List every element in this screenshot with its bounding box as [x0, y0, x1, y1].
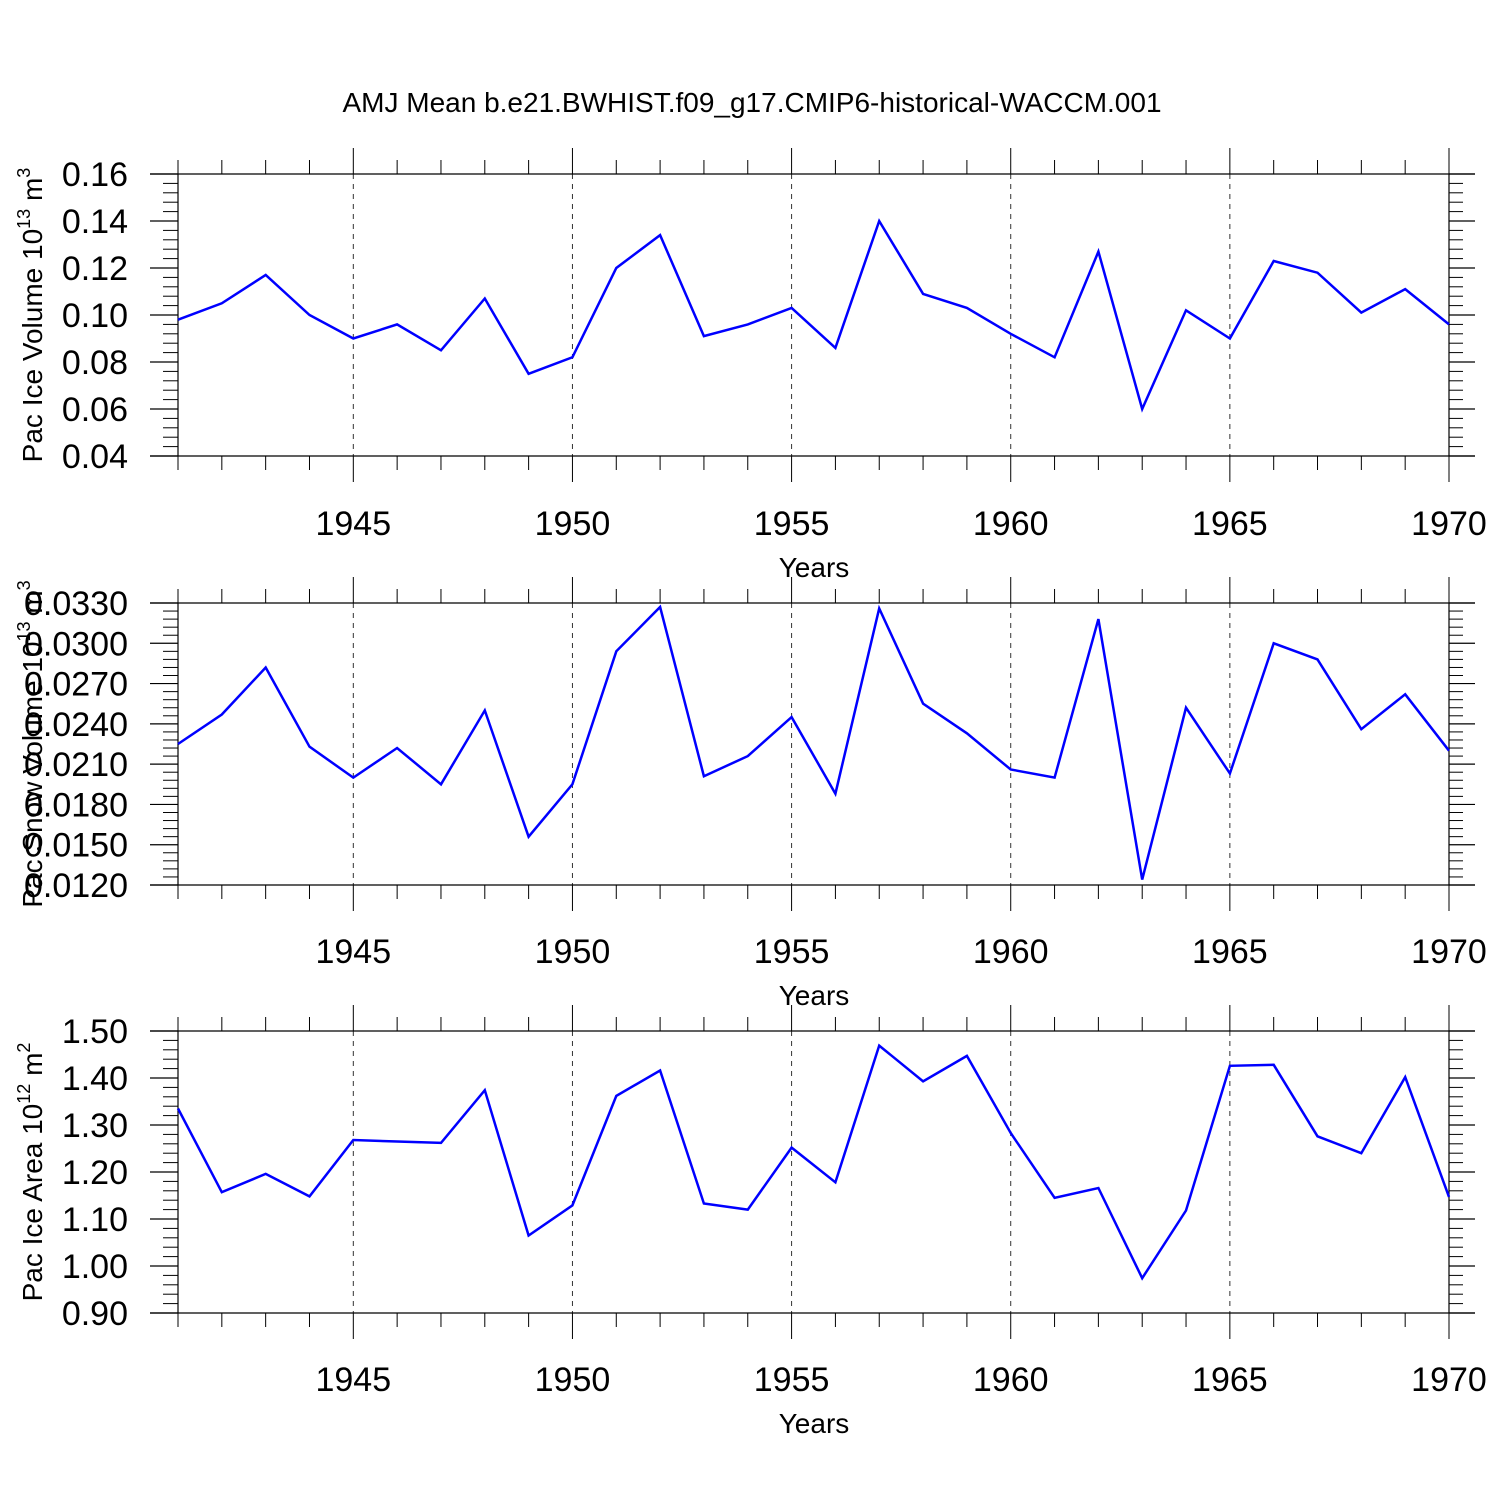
panel-1: 0.04 0.06 0.08 0.10 0.12 0.14 0.16 1945 1950 1955…	[14, 148, 1487, 583]
ytick-label: 0.0210	[24, 746, 128, 784]
series-line	[177, 218, 1450, 413]
y-axis-label-text: Pac Ice Volume 10	[17, 229, 48, 462]
y-axis-label-text: Pac Snow Volume 10	[17, 641, 48, 907]
y-axis-label-unit-exponent: 3	[14, 580, 34, 590]
ytick-label: 1.30	[62, 1107, 128, 1145]
series-line	[176, 1043, 1451, 1281]
ytick-label: 0.04	[62, 438, 128, 476]
xtick-label: 1960	[973, 933, 1049, 971]
ytick-label: 0.08	[62, 344, 128, 382]
ytick-label: 1.10	[62, 1201, 128, 1239]
xtick-label: 1970	[1411, 933, 1487, 971]
x-axis-label: Years	[779, 1408, 850, 1439]
xtick-label: 1960	[973, 1361, 1049, 1399]
xtick-label: 1965	[1192, 1361, 1268, 1399]
panel-2: 0.01200.01500.01800.02100.02400.02700.03…	[14, 577, 1487, 1011]
y-axis-label-unit: m	[17, 178, 48, 209]
chart-title: AMJ Mean b.e21.BWHIST.f09_g17.CMIP6-hist…	[342, 87, 1161, 118]
xtick-label: 1950	[535, 505, 611, 543]
xtick-label: 1955	[754, 505, 830, 543]
y-axis-label: Pac Ice Volume 1013 m3	[14, 168, 48, 463]
ytick-label: 0.0240	[24, 706, 128, 744]
xtick-label: 1965	[1192, 933, 1268, 971]
xtick-label: 1955	[754, 1361, 830, 1399]
xtick-label: 1950	[535, 933, 611, 971]
y-axis-label-text: Pac Ice Area 10	[17, 1104, 48, 1302]
panel-3: 0.90 1.00 1.10 1.20 1.30 1.40 1.50 1945 1950 1955…	[14, 1005, 1487, 1439]
ytick-label: 0.10	[62, 297, 128, 335]
ytick-label: 0.12	[62, 250, 128, 288]
xtick-label: 1950	[535, 1361, 611, 1399]
xtick-label: 1965	[1192, 505, 1268, 543]
y-axis-label-exponent: 13	[14, 621, 34, 641]
ytick-label: 0.0150	[24, 827, 128, 865]
ytick-label: 0.0180	[24, 786, 128, 824]
ytick-label: 0.0120	[24, 867, 128, 905]
x-axis-label: Years	[779, 980, 850, 1011]
ytick-label: 1.40	[62, 1060, 128, 1098]
y-axis-label-unit-exponent: 2	[14, 1043, 34, 1053]
xtick-label: 1970	[1411, 505, 1487, 543]
ytick-label: 0.0330	[24, 585, 128, 623]
chart-panels: 0.04 0.06 0.08 0.10 0.12 0.14 0.16 1945 1950 1955…	[14, 148, 1487, 1439]
y-axis-label-unit-exponent: 3	[14, 168, 34, 178]
xtick-label: 1945	[315, 933, 391, 971]
y-axis-label: Pac Snow Volume 1013 m3	[14, 580, 48, 907]
y-axis-label-exponent: 13	[14, 209, 34, 229]
xtick-label: 1945	[315, 505, 391, 543]
ytick-label: 0.90	[62, 1295, 128, 1333]
ytick-label: 1.50	[62, 1013, 128, 1051]
series-line	[177, 604, 1450, 880]
xtick-label: 1960	[973, 505, 1049, 543]
y-axis-label-unit: m	[17, 590, 48, 621]
xtick-label: 1970	[1411, 1361, 1487, 1399]
ytick-label: 1.20	[62, 1154, 128, 1192]
ytick-label: 0.06	[62, 391, 128, 429]
ytick-label: 1.00	[62, 1248, 128, 1286]
y-axis-label: Pac Ice Area 1012 m2	[14, 1043, 48, 1302]
xtick-label: 1955	[754, 933, 830, 971]
y-axis-label-unit: m	[17, 1053, 48, 1084]
ytick-label: 0.0300	[24, 625, 128, 663]
xtick-label: 1945	[315, 1361, 391, 1399]
ytick-label: 0.16	[62, 156, 128, 194]
ytick-label: 0.14	[62, 203, 128, 241]
x-axis-label: Years	[779, 552, 850, 583]
y-axis-label-exponent: 12	[14, 1084, 34, 1104]
ytick-label: 0.0270	[24, 666, 128, 704]
